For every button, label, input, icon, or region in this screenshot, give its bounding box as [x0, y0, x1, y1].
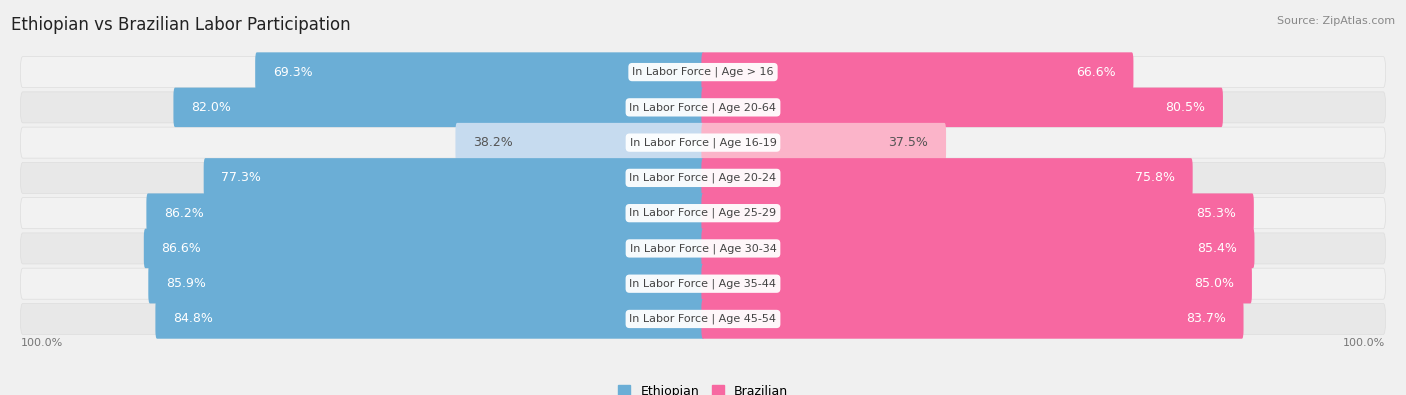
Text: 82.0%: 82.0%	[191, 101, 231, 114]
Text: 86.2%: 86.2%	[165, 207, 204, 220]
Text: 84.8%: 84.8%	[173, 312, 212, 325]
FancyBboxPatch shape	[254, 52, 704, 92]
Text: In Labor Force | Age > 16: In Labor Force | Age > 16	[633, 67, 773, 77]
Text: 80.5%: 80.5%	[1166, 101, 1205, 114]
Text: In Labor Force | Age 20-24: In Labor Force | Age 20-24	[630, 173, 776, 183]
Text: In Labor Force | Age 30-34: In Labor Force | Age 30-34	[630, 243, 776, 254]
FancyBboxPatch shape	[702, 158, 1192, 198]
FancyBboxPatch shape	[21, 92, 1385, 123]
FancyBboxPatch shape	[143, 229, 704, 268]
Text: 69.3%: 69.3%	[273, 66, 312, 79]
FancyBboxPatch shape	[148, 264, 704, 303]
FancyBboxPatch shape	[21, 268, 1385, 299]
FancyBboxPatch shape	[702, 52, 1133, 92]
Text: 100.0%: 100.0%	[1343, 338, 1385, 348]
FancyBboxPatch shape	[21, 303, 1385, 335]
Text: In Labor Force | Age 45-54: In Labor Force | Age 45-54	[630, 314, 776, 324]
Text: 85.0%: 85.0%	[1194, 277, 1234, 290]
Text: 100.0%: 100.0%	[21, 338, 63, 348]
Text: 83.7%: 83.7%	[1185, 312, 1226, 325]
Text: Ethiopian vs Brazilian Labor Participation: Ethiopian vs Brazilian Labor Participati…	[11, 16, 352, 34]
Text: 85.9%: 85.9%	[166, 277, 205, 290]
Text: 75.8%: 75.8%	[1135, 171, 1175, 184]
FancyBboxPatch shape	[702, 88, 1223, 127]
Text: In Labor Force | Age 20-64: In Labor Force | Age 20-64	[630, 102, 776, 113]
Text: 37.5%: 37.5%	[889, 136, 928, 149]
FancyBboxPatch shape	[702, 123, 946, 162]
Text: 38.2%: 38.2%	[474, 136, 513, 149]
FancyBboxPatch shape	[21, 198, 1385, 229]
FancyBboxPatch shape	[21, 233, 1385, 264]
FancyBboxPatch shape	[21, 162, 1385, 194]
Text: 85.3%: 85.3%	[1197, 207, 1236, 220]
Text: 86.6%: 86.6%	[162, 242, 201, 255]
FancyBboxPatch shape	[702, 194, 1254, 233]
Legend: Ethiopian, Brazilian: Ethiopian, Brazilian	[613, 380, 793, 395]
FancyBboxPatch shape	[702, 229, 1254, 268]
FancyBboxPatch shape	[173, 88, 704, 127]
FancyBboxPatch shape	[702, 264, 1251, 303]
FancyBboxPatch shape	[204, 158, 704, 198]
FancyBboxPatch shape	[156, 299, 704, 339]
Text: In Labor Force | Age 35-44: In Labor Force | Age 35-44	[630, 278, 776, 289]
FancyBboxPatch shape	[456, 123, 704, 162]
Text: 77.3%: 77.3%	[221, 171, 262, 184]
FancyBboxPatch shape	[146, 194, 704, 233]
Text: 85.4%: 85.4%	[1197, 242, 1237, 255]
Text: In Labor Force | Age 25-29: In Labor Force | Age 25-29	[630, 208, 776, 218]
FancyBboxPatch shape	[21, 56, 1385, 88]
FancyBboxPatch shape	[21, 127, 1385, 158]
Text: 66.6%: 66.6%	[1076, 66, 1116, 79]
FancyBboxPatch shape	[702, 299, 1243, 339]
Text: Source: ZipAtlas.com: Source: ZipAtlas.com	[1277, 16, 1395, 26]
Text: In Labor Force | Age 16-19: In Labor Force | Age 16-19	[630, 137, 776, 148]
